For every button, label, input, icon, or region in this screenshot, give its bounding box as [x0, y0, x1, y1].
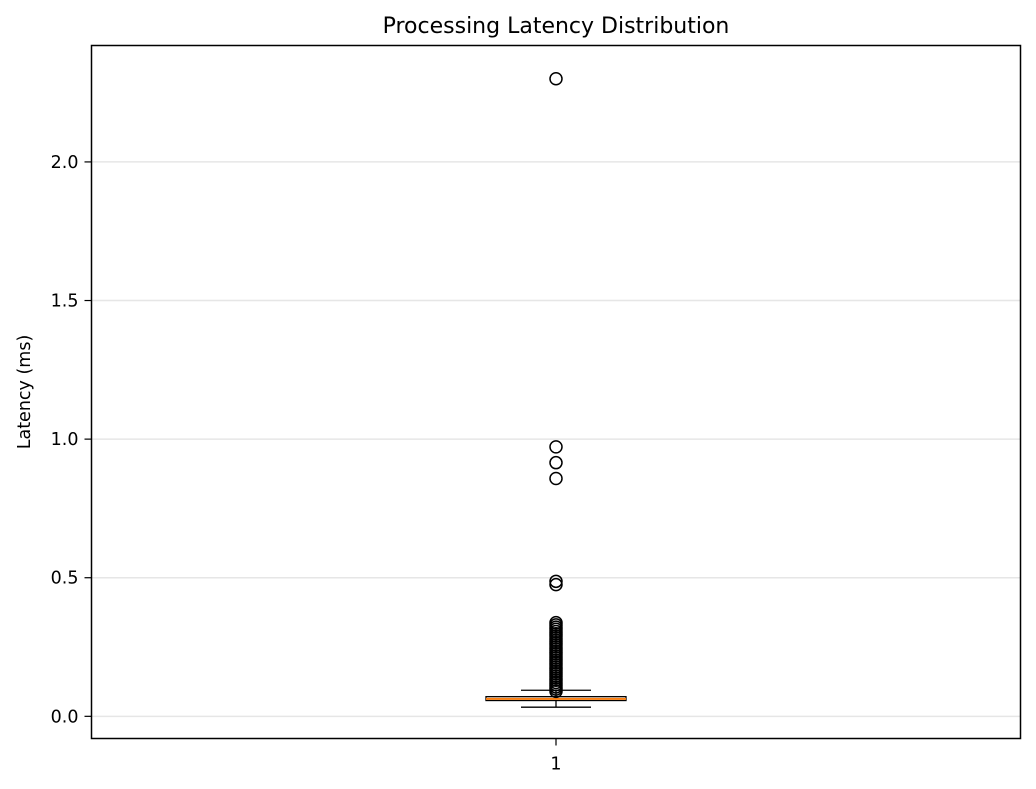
outlier-point — [549, 72, 563, 86]
x-tick-label: 1 — [550, 755, 561, 775]
outlier-points — [549, 72, 563, 699]
y-axis-ticks: 0.0 0.5 1.0 1.5 2.0 — [51, 153, 92, 727]
y-tick-label: 1.0 — [51, 430, 79, 450]
outlier-point — [549, 455, 563, 470]
y-axis-label: Latency (ms) — [15, 335, 35, 450]
outlier-point — [549, 471, 563, 486]
y-tick-label: 2.0 — [51, 153, 79, 173]
outlier-point — [549, 577, 563, 592]
y-tick-label: 0.5 — [51, 569, 79, 589]
outlier-point — [549, 684, 563, 699]
outlier-point — [549, 440, 563, 454]
outlier-point — [549, 574, 563, 589]
y-tick-label: 1.5 — [51, 292, 79, 312]
y-gridlines — [91, 161, 1021, 718]
chart-title: Processing Latency Distribution — [383, 14, 730, 39]
x-axis-ticks: 1 — [550, 738, 562, 775]
y-tick-label: 0.0 — [51, 707, 79, 727]
